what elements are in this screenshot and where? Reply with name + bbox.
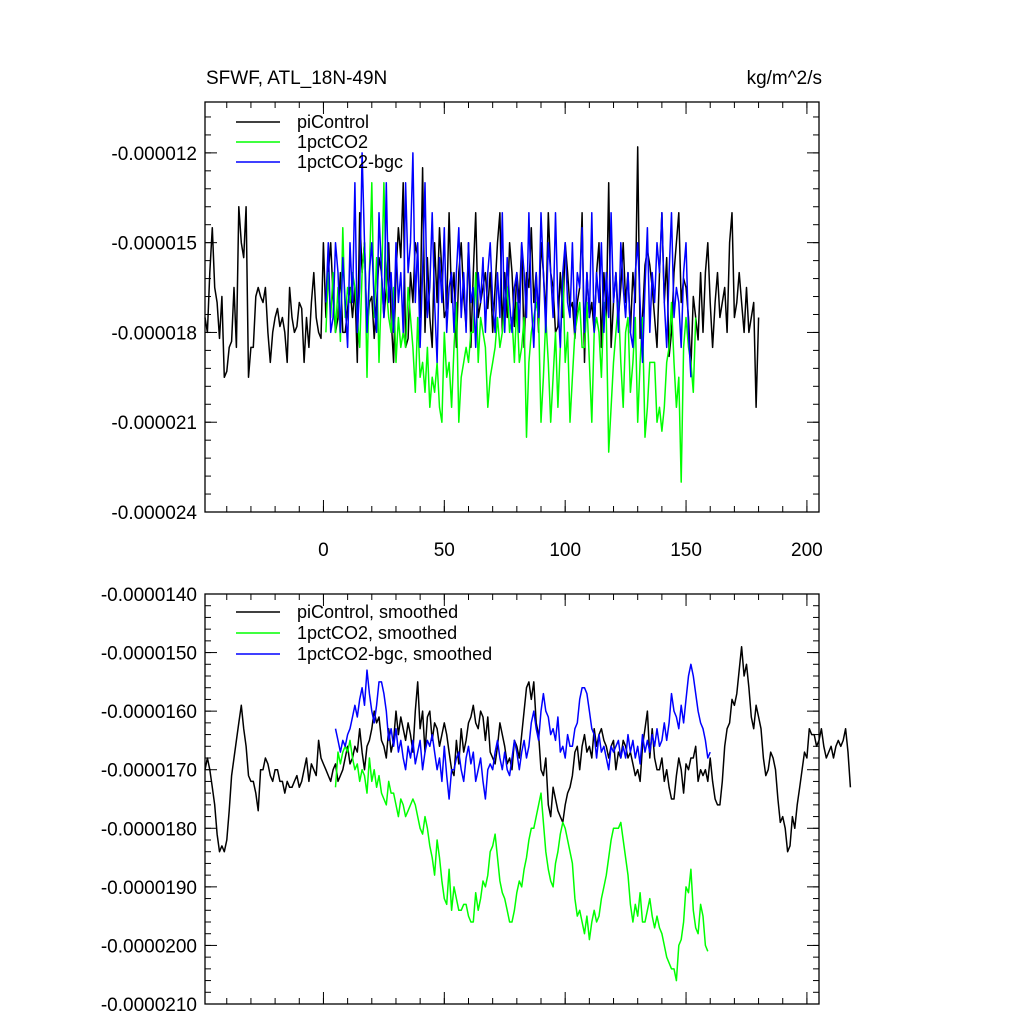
series-line-top-2 [325, 152, 692, 378]
x-tick-label: 200 [791, 540, 823, 561]
top-ticks: -0.000012 -0.000015 -0.000018 -0.000021 -0.0… [111, 102, 823, 561]
top-chart: SFWF, ATL_18N-49N kg/m^2/s -0.000012-0.0… [111, 68, 822, 561]
x-tick-label: 150 [670, 540, 702, 561]
top-series-group [204, 146, 760, 483]
bottom-plot-frame [204, 593, 820, 1005]
y-tick-label: -0.000012 [111, 144, 197, 165]
y-tick-label: -0.0000140 [101, 585, 197, 606]
y-tick-label: -0.000024 [111, 503, 197, 524]
legend-label: 1pctCO2 [297, 132, 368, 152]
legend-label: piControl, smoothed [297, 602, 458, 622]
x-tick-label: 100 [549, 540, 581, 561]
bottom-series-group [204, 645, 852, 982]
x-tick-label: 50 [434, 540, 455, 561]
bottom-chart: -0.0000140 -0.0000150 -0.0000160 -0.0000170… [101, 585, 852, 1016]
y-tick-label: -0.0000210 [101, 995, 197, 1016]
legend-label: 1pctCO2-bgc [297, 152, 403, 172]
chart-units: kg/m^2/s [747, 68, 822, 89]
y-tick-label: -0.0000200 [101, 936, 197, 957]
chart-title: SFWF, ATL_18N-49N [206, 68, 387, 89]
x-tick-label: 0 [318, 540, 329, 561]
y-tick-label: -0.000015 [111, 234, 197, 255]
legend-label: 1pctCO2-bgc, smoothed [297, 644, 492, 664]
y-tick-label: -0.0000190 [101, 878, 197, 899]
legend-label: 1pctCO2, smoothed [297, 623, 457, 643]
bottom-ticks: -0.0000140 -0.0000150 -0.0000160 -0.0000170… [101, 585, 819, 1016]
top-plot-frame [204, 101, 820, 513]
y-tick-label: -0.0000170 [101, 761, 197, 782]
series-line-bottom-2 [334, 663, 711, 800]
y-tick-label: -0.000021 [111, 413, 197, 434]
y-tick-label: -0.000018 [111, 323, 197, 344]
y-tick-label: -0.0000180 [101, 819, 197, 840]
series-line-bottom-0 [204, 645, 852, 853]
y-tick-label: -0.0000150 [101, 644, 197, 665]
legend-label: piControl [297, 112, 369, 132]
series-line-bottom-1 [334, 739, 709, 982]
series-line-top-0 [204, 146, 760, 409]
y-tick-label: -0.0000160 [101, 702, 197, 723]
